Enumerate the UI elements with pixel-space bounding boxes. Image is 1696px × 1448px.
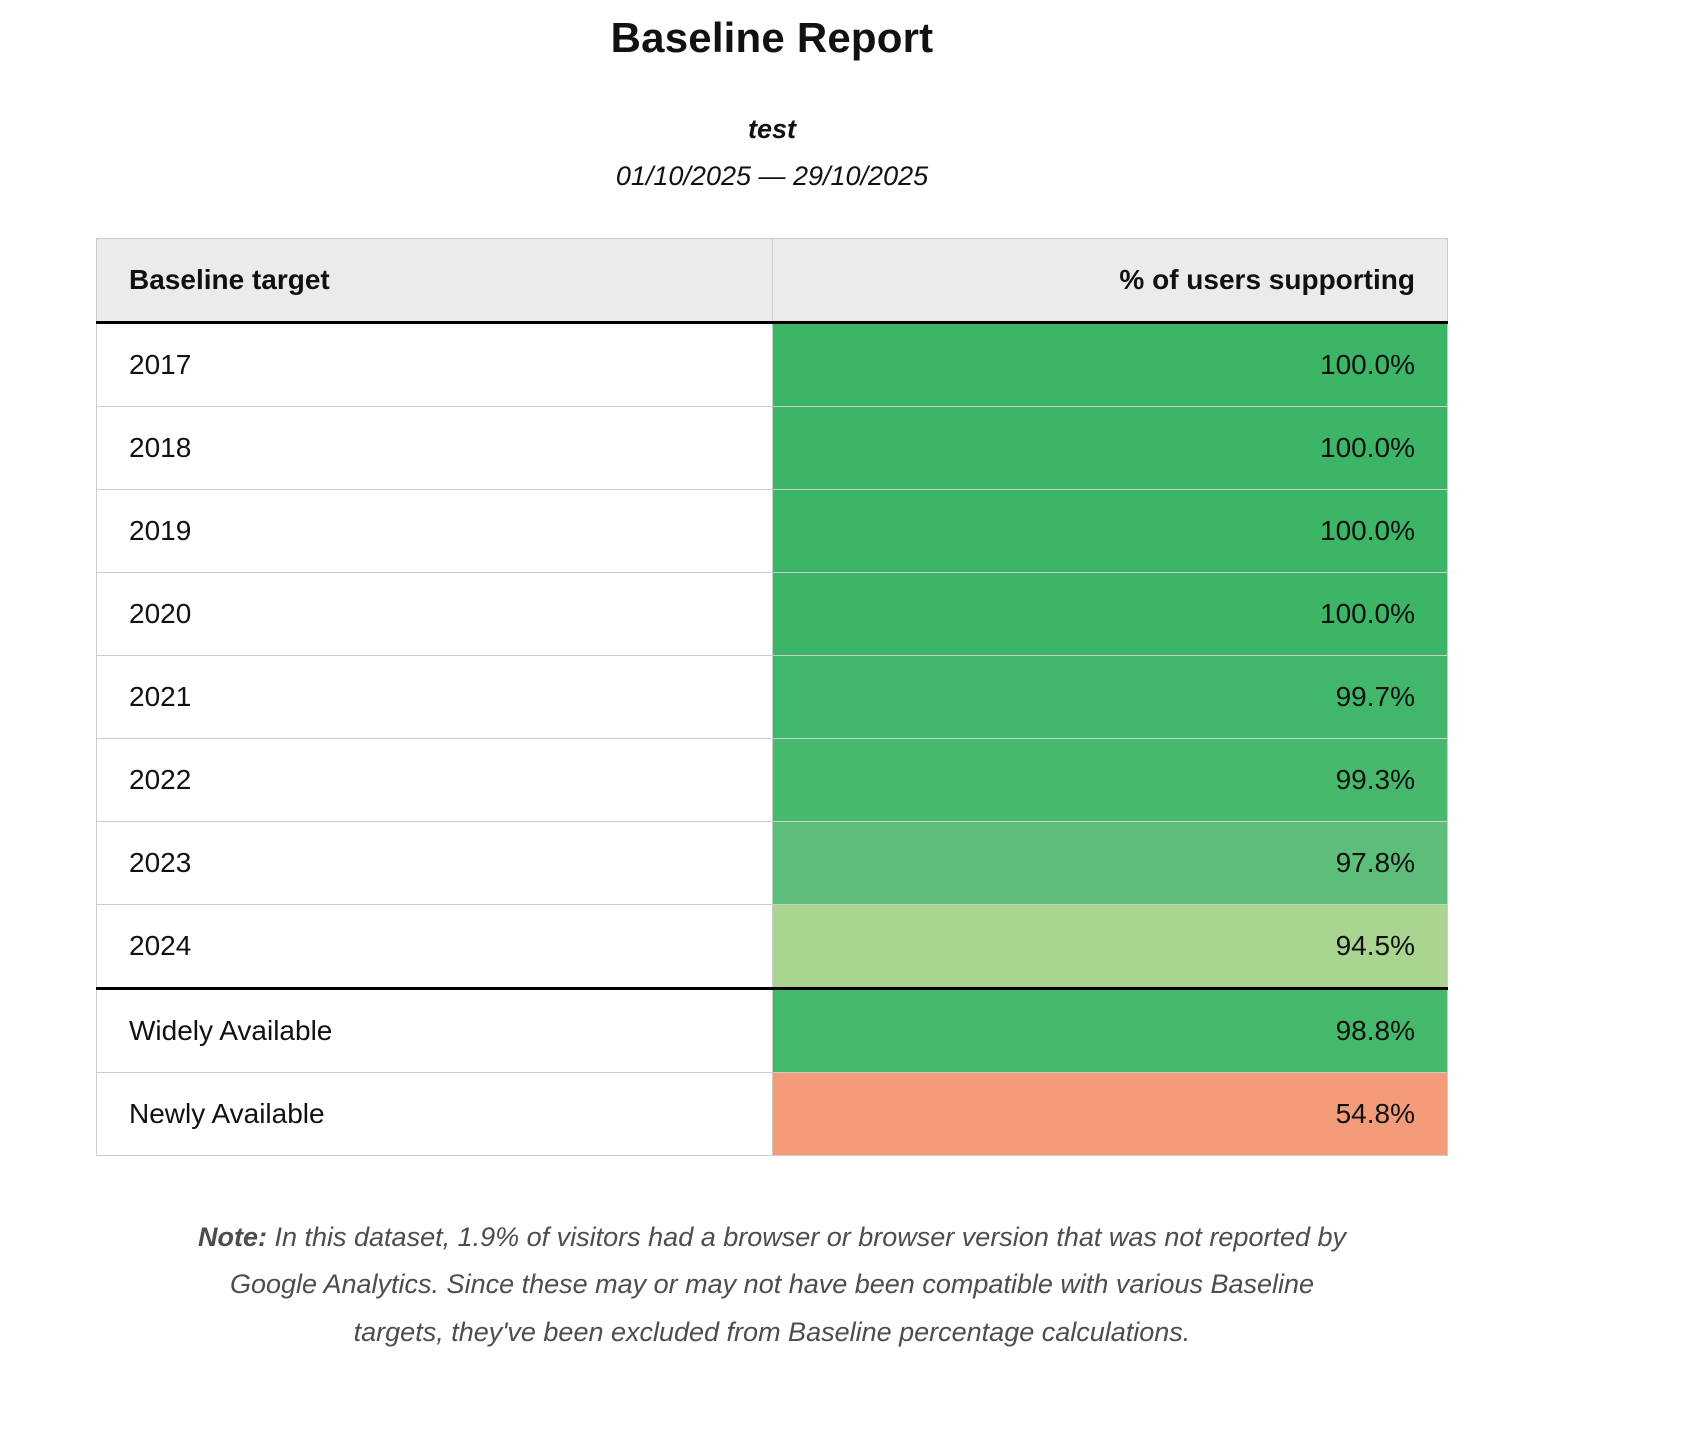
table-row: Newly Available 54.8% [96,1072,1448,1156]
baseline-target-cell: Newly Available [96,1072,773,1156]
percent-supporting-cell: 98.8% [771,987,1448,1073]
baseline-target-cell: 2021 [96,655,773,739]
percent-supporting-cell: 100.0% [771,489,1448,573]
table-row: 2017 100.0% [96,322,1448,407]
baseline-report-page: Baseline Report test 01/10/2025 — 29/10/… [96,0,1448,1356]
percent-supporting-cell: 54.8% [771,1072,1448,1156]
table-header: Baseline target % of users supporting [96,238,1448,324]
report-note: Note: In this dataset, 1.9% of visitors … [182,1214,1362,1356]
baseline-table: Baseline target % of users supporting 20… [96,238,1448,1156]
report-date-range: 01/10/2025 — 29/10/2025 [615,161,929,191]
table-header-row: Baseline target % of users supporting [96,238,1448,324]
percent-supporting-cell: 99.3% [771,738,1448,822]
column-header-baseline-target: Baseline target [96,238,773,324]
percent-supporting-cell: 94.5% [771,904,1448,989]
table-row: 2019 100.0% [96,489,1448,573]
table-row: 2022 99.3% [96,738,1448,822]
baseline-target-cell: 2022 [96,738,773,822]
report-subtitle: test [747,114,796,144]
percent-supporting-cell: 97.8% [771,821,1448,905]
baseline-target-cell: 2020 [96,572,773,656]
table-row: 2023 97.8% [96,821,1448,905]
note-label: Note: [197,1222,267,1252]
baseline-target-cell: 2017 [96,322,773,407]
table-row: 2018 100.0% [96,406,1448,490]
table-row: 2024 94.5% [96,904,1448,989]
note-text: In this dataset, 1.9% of visitors had a … [229,1222,1347,1347]
page-title: Baseline Report [610,14,934,61]
baseline-target-cell: 2023 [96,821,773,905]
table-row: 2020 100.0% [96,572,1448,656]
percent-supporting-cell: 99.7% [771,655,1448,739]
baseline-target-cell: 2024 [96,904,773,989]
table-body: 2017 100.0% 2018 100.0% 2019 100.0% 2020 100.0%… [96,322,1448,1156]
table-row: Widely Available 98.8% [96,987,1448,1073]
percent-supporting-cell: 100.0% [771,406,1448,490]
percent-supporting-cell: 100.0% [771,572,1448,656]
baseline-target-cell: 2019 [96,489,773,573]
baseline-target-cell: Widely Available [96,987,773,1073]
baseline-target-cell: 2018 [96,406,773,490]
column-header-percent-supporting: % of users supporting [771,238,1448,324]
percent-supporting-cell: 100.0% [771,322,1448,407]
table-row: 2021 99.7% [96,655,1448,739]
